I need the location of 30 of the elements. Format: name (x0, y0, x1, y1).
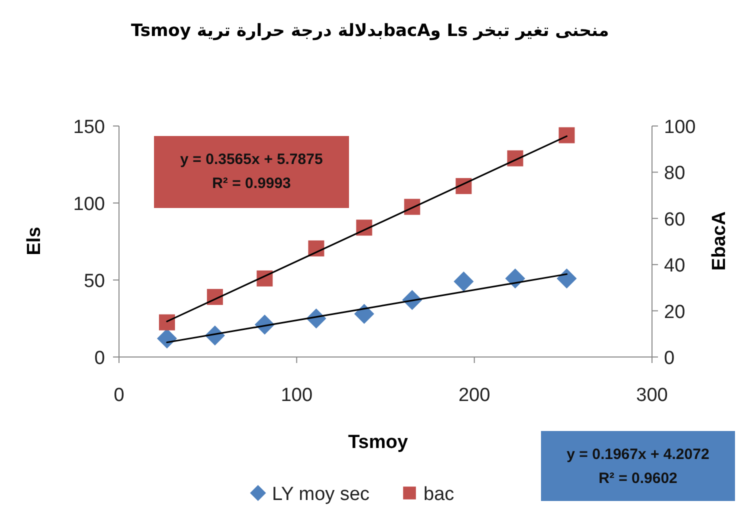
annotation: y = 0.1967x + 4.2072 R² = 0.9602 (541, 431, 735, 501)
y2-axis-title: EbacA (709, 211, 730, 271)
legend-label: LY moy sec (272, 484, 370, 505)
point (556, 268, 577, 288)
y2-tick-label: 60 (664, 209, 686, 230)
y-tick-label: 50 (84, 271, 105, 292)
y-tick-label: 150 (73, 117, 105, 138)
y2-tick-label: 100 (664, 117, 696, 138)
legend-label: bac (424, 484, 454, 505)
chart-title: منحنى تغير تبخر Ls وbacAبدلالة درجة حرارة ترية Tsmoy (131, 21, 609, 41)
x-axis-title: Tsmoy (348, 432, 408, 453)
point (505, 268, 526, 288)
point (454, 272, 474, 292)
y2-tick-label: 40 (664, 256, 686, 277)
y2-tick-label: 80 (664, 163, 686, 184)
annotation: y = 0.3565x + 5.7875 R² = 0.9993 (180, 151, 323, 192)
x-tick-label: 100 (280, 385, 313, 406)
y2-tick-label: 20 (664, 302, 686, 323)
y2-tick-label: 0 (664, 348, 675, 369)
y-tick-label: 0 (94, 348, 105, 369)
annotation: y = 0.3565x + 5.7875 R² = 0.9993 (154, 136, 349, 208)
point (354, 304, 374, 324)
x-tick-label: 200 (458, 385, 490, 406)
y-tick-label: 100 (73, 194, 105, 215)
point (158, 314, 175, 330)
x-tick-label: 0 (114, 385, 124, 406)
x-tick-label: 300 (636, 385, 668, 406)
point (558, 127, 575, 144)
y-axis-title: Els (24, 226, 45, 256)
point (156, 328, 177, 349)
